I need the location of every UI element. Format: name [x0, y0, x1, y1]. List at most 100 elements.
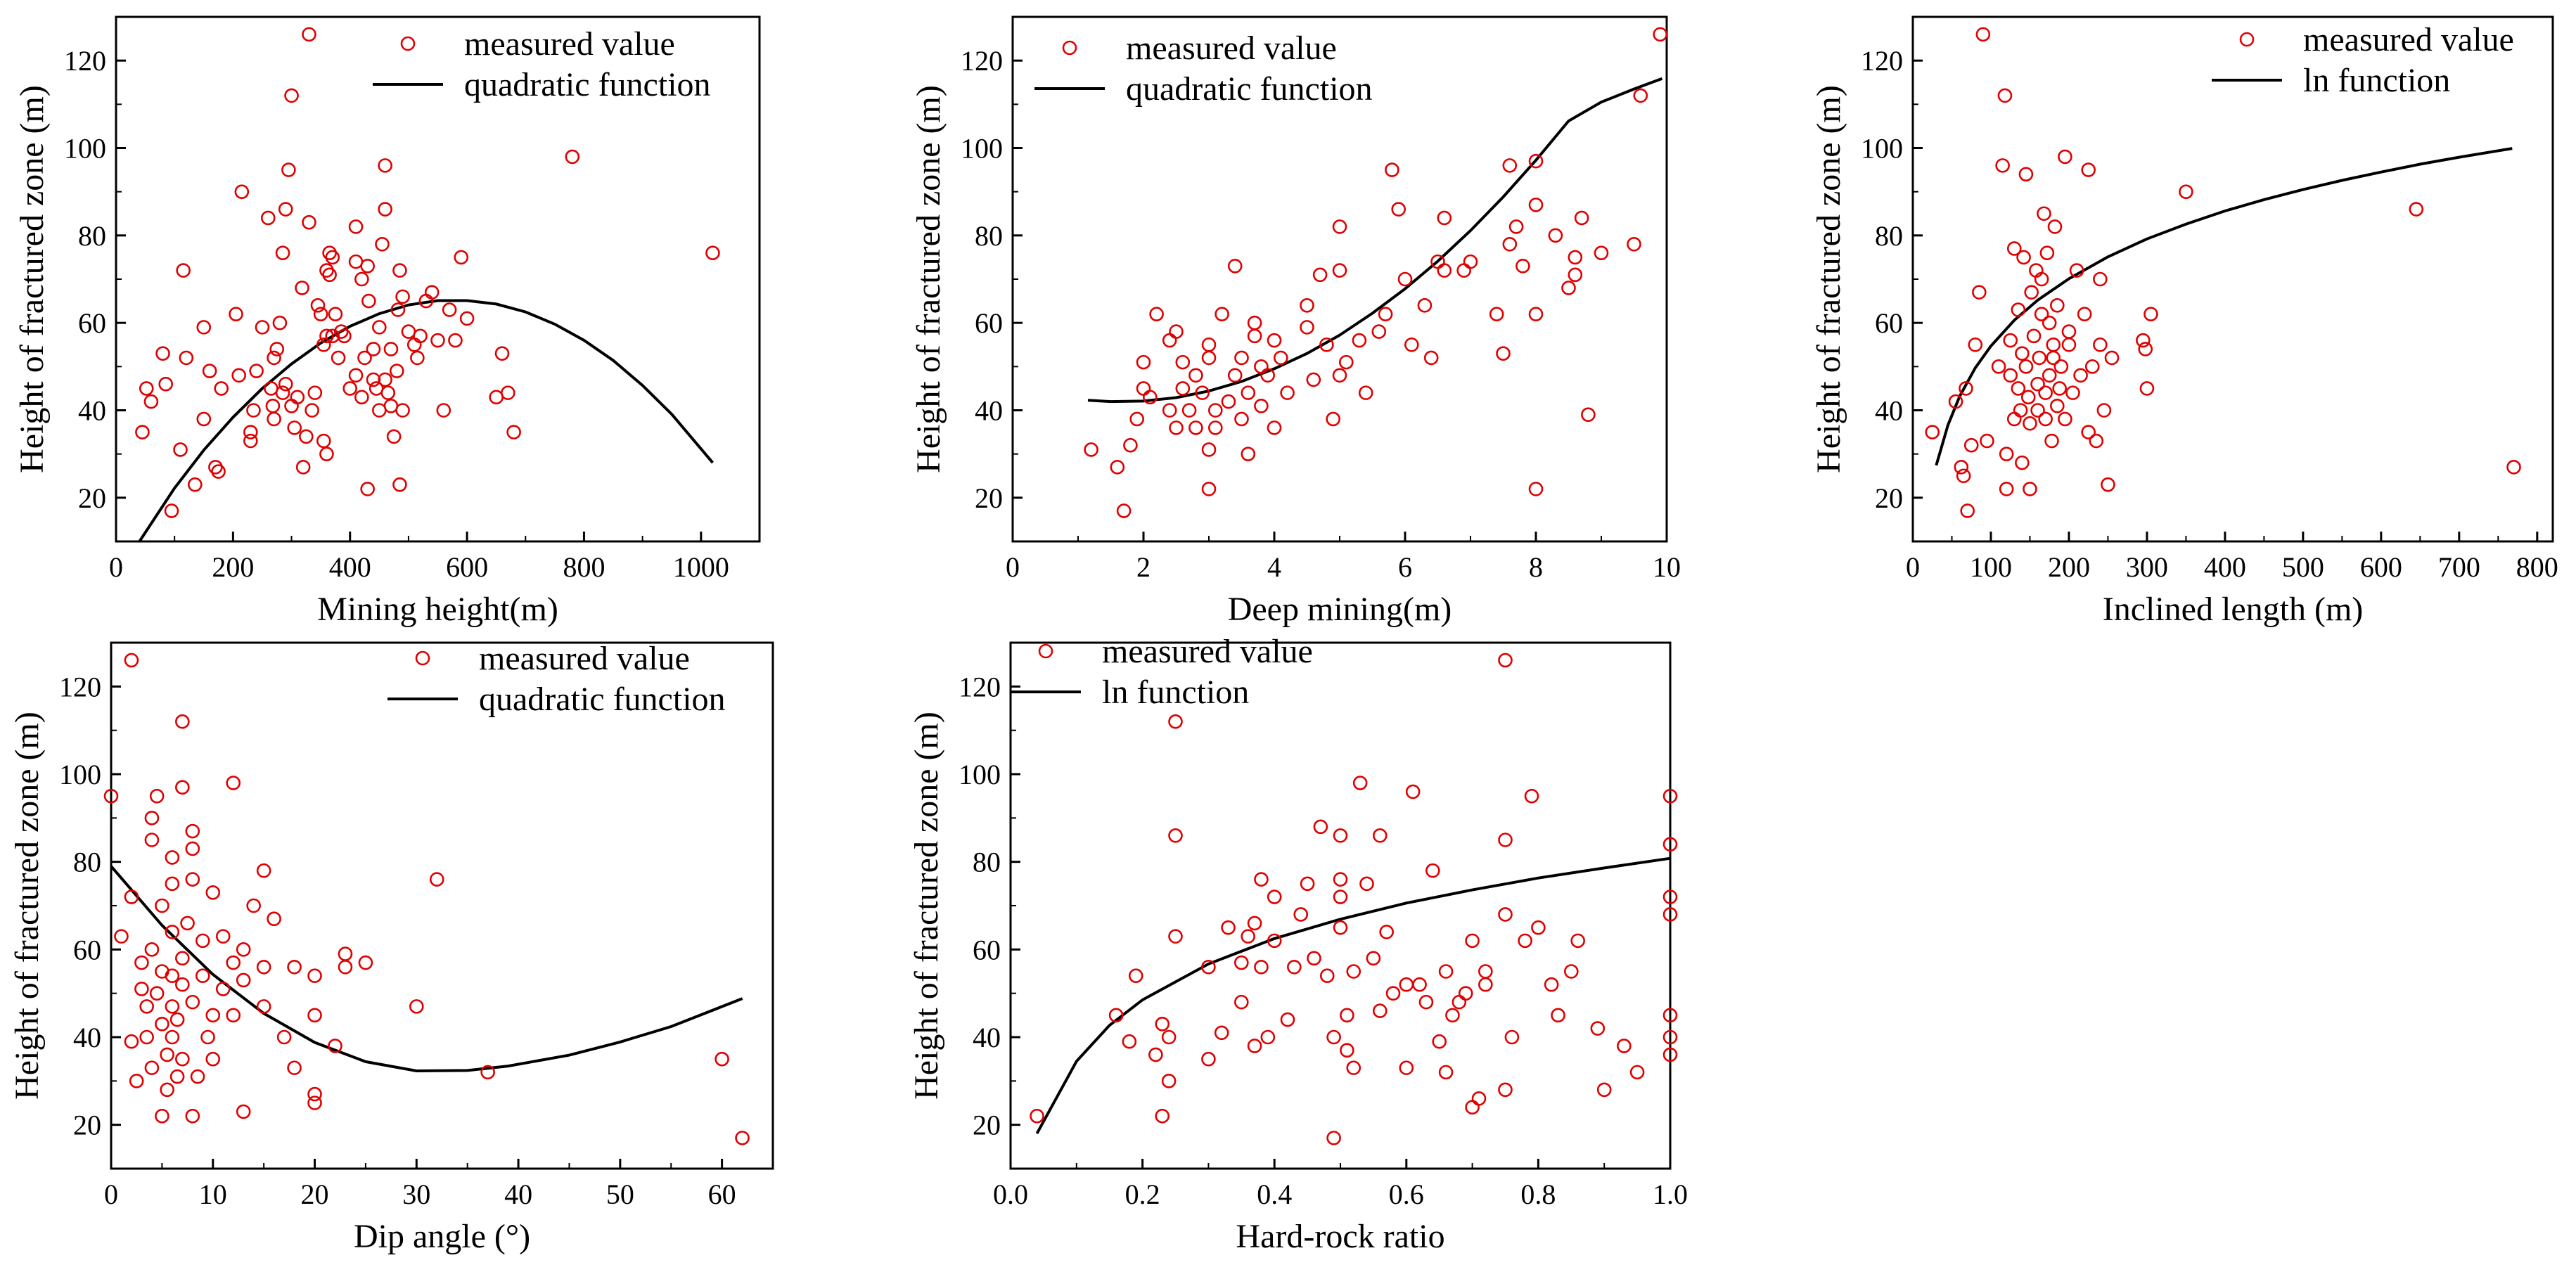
- data-point: [2011, 381, 2026, 396]
- x-tick-label: 10: [199, 1178, 227, 1210]
- data-point: [1412, 977, 1427, 992]
- data-point: [2039, 245, 2055, 261]
- data-point: [1999, 447, 2014, 461]
- data-point: [231, 368, 246, 383]
- data-point: [1201, 1051, 1216, 1067]
- data-point: [2018, 167, 2034, 182]
- data-point: [1524, 788, 1539, 804]
- data-point: [1201, 959, 1216, 975]
- data-point: [1300, 320, 1314, 335]
- data-point: [1662, 1029, 1678, 1045]
- data-point: [480, 1065, 495, 1080]
- data-point: [287, 1060, 302, 1075]
- data-point: [176, 263, 191, 278]
- data-point: [2089, 433, 2104, 449]
- data-point: [256, 959, 271, 975]
- legend-marker-measured: [415, 650, 430, 666]
- data-point: [1960, 503, 1975, 518]
- data-point: [1954, 460, 1969, 475]
- data-point: [2006, 411, 2022, 427]
- data-point: [290, 390, 305, 405]
- x-tick-label: 60: [708, 1178, 736, 1210]
- data-point: [196, 411, 212, 427]
- data-point: [1518, 933, 1532, 949]
- data-point: [436, 403, 451, 418]
- data-point: [256, 863, 271, 878]
- data-point: [1201, 337, 1217, 352]
- data-point: [287, 420, 302, 435]
- data-point: [1122, 1034, 1137, 1049]
- data-point: [383, 398, 399, 413]
- data-point: [165, 1029, 180, 1045]
- legend-label-fit: ln function: [1102, 674, 1249, 711]
- y-axis-title: Height of fractured zone (m): [8, 712, 46, 1100]
- y-axis-title: Height of fractured zone (m): [13, 85, 51, 473]
- x-axis-title: Mining height(m): [317, 591, 558, 628]
- data-point: [2093, 337, 2108, 352]
- data-point: [489, 390, 504, 405]
- data-point: [2020, 390, 2036, 405]
- data-point: [1662, 889, 1678, 904]
- legend-marker-measured: [1038, 643, 1053, 659]
- data-point: [1136, 381, 1151, 396]
- data-point: [1247, 916, 1262, 931]
- data-point: [375, 236, 390, 252]
- data-point: [319, 447, 334, 461]
- data-point: [144, 811, 160, 825]
- data-point: [307, 1096, 322, 1110]
- data-point: [267, 350, 281, 366]
- x-axis-title: Dip angle (°): [354, 1218, 530, 1255]
- data-point: [2077, 307, 2092, 322]
- y-tick-label: 80: [78, 220, 106, 252]
- data-point: [2058, 149, 2072, 165]
- data-point: [1108, 1008, 1124, 1023]
- legend-label-measured: measured value: [479, 640, 690, 677]
- chart-panel-5: 0.0 0.2 0.4 0.6 0.8 1.0 20 40 60 80 100 120 Hard-roc…: [908, 633, 1688, 1255]
- data-point: [2015, 455, 2030, 470]
- data-point: [2032, 350, 2047, 366]
- data-point: [1590, 1021, 1606, 1036]
- data-point: [1254, 359, 1269, 374]
- y-tick-label: 60: [73, 934, 101, 965]
- data-point: [1201, 442, 1217, 457]
- x-tick-label: 800: [563, 551, 605, 583]
- data-point: [1437, 210, 1452, 226]
- data-point: [2016, 250, 2031, 265]
- data-point: [1128, 968, 1143, 984]
- data-point: [1358, 385, 1373, 400]
- data-point: [124, 889, 139, 904]
- data-point: [302, 27, 316, 42]
- x-tick-label: 0.4: [1257, 1178, 1292, 1210]
- data-point: [2069, 263, 2084, 278]
- data-point: [1508, 219, 1524, 234]
- data-point: [1110, 460, 1125, 475]
- y-tick-label: 80: [1875, 220, 1903, 252]
- data-point: [1548, 228, 1563, 243]
- data-point: [264, 381, 278, 396]
- data-point: [135, 425, 150, 439]
- x-tick-label: 0.2: [1125, 1178, 1160, 1210]
- x-tick-label: 1.0: [1653, 1178, 1688, 1210]
- data-point: [1399, 977, 1414, 992]
- fit-curve: [110, 865, 743, 1073]
- data-point: [1352, 776, 1368, 790]
- y-tick-label: 40: [975, 395, 1003, 427]
- data-point: [1234, 411, 1249, 427]
- y-tick-label: 120: [59, 671, 101, 702]
- data-point: [501, 385, 515, 400]
- legend: measured value ln function: [2212, 21, 2514, 99]
- data-point: [348, 254, 364, 269]
- data-point: [155, 1108, 169, 1124]
- data-point: [2144, 307, 2158, 322]
- data-point: [196, 320, 212, 335]
- data-point: [155, 898, 169, 913]
- data-point: [272, 315, 288, 330]
- data-point: [1352, 333, 1367, 348]
- data-point: [1162, 403, 1177, 418]
- data-point: [1502, 158, 1518, 173]
- data-point: [1326, 1029, 1341, 1045]
- data-point: [316, 433, 331, 449]
- data-point: [1274, 350, 1288, 366]
- data-point: [1221, 394, 1236, 409]
